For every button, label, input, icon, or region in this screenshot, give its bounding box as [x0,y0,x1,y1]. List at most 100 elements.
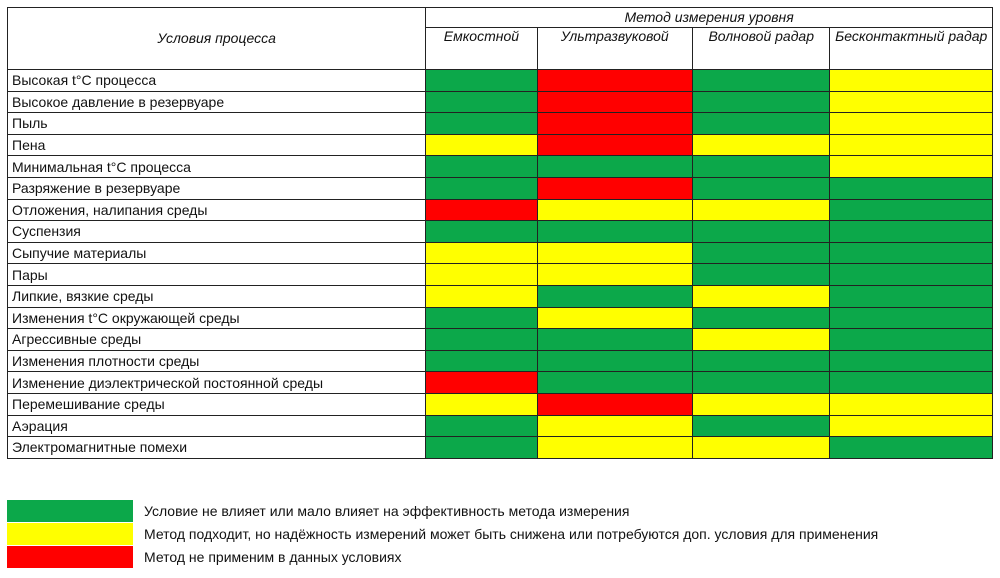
table-row: Суспензия [6,220,993,243]
rating-cell [536,112,694,135]
legend-swatch [7,523,133,545]
table-row: Перемешивание среды [6,392,993,416]
legend-swatch [7,546,133,568]
rating-cell [692,155,831,178]
table-row: Высокая t°C процесса [6,69,993,92]
table-row: Изменение диэлектрической постоянной сре… [6,371,993,394]
legend-item: Метод не применим в данных условиях [7,546,997,568]
condition-cell: Суспензия [6,220,427,243]
rating-cell [829,392,993,416]
rating-cell [692,69,831,92]
rating-cell [536,198,694,222]
rating-cell [692,392,831,416]
rating-cell [536,284,694,308]
legend-text: Условие не влияет или мало влияет на эфф… [144,503,630,519]
table-body: Высокая t°C процесса Высокое давление в р… [6,69,993,459]
table-row: Изменения t°C окружающей среды [6,306,993,330]
rating-cell [692,328,831,351]
table-row: Минимальная t°C процесса [6,155,993,178]
rating-cell [692,133,831,157]
condition-cell: Высокое давление в резервуаре [6,90,427,114]
rating-cell [536,263,694,286]
rating-cell [829,371,993,394]
table-row: Отложения, налипания среды [6,198,993,222]
rating-cell [425,371,538,394]
condition-cell: Изменения t°C окружающей среды [6,306,427,330]
rating-cell [692,371,831,394]
rating-cell [829,176,993,200]
rating-cell [536,241,694,265]
condition-cell: Липкие, вязкие среды [6,284,427,308]
condition-cell: Пыль [6,112,427,135]
rating-cell [829,436,993,459]
rating-cell [536,371,694,394]
method-header-capacitive: Емкостной [425,27,538,70]
rating-cell [425,133,538,157]
compatibility-table: Условия процесса Метод измерения уровня … [6,7,993,459]
rating-cell [536,306,694,330]
rating-cell [425,69,538,92]
rating-cell [692,349,831,373]
rating-cell [425,349,538,373]
rating-cell [692,306,831,330]
rating-cell [536,328,694,351]
conditions-header: Условия процесса [6,7,427,70]
rating-cell [829,112,993,135]
condition-cell: Пары [6,263,427,286]
method-group-header: Метод измерения уровня [425,7,993,28]
table-row: Высокое давление в резервуаре [6,90,993,114]
table-row: Электромагнитные помехи [6,436,993,459]
rating-cell [692,284,831,308]
rating-cell [536,176,694,200]
rating-cell [536,90,694,114]
rating-cell [692,176,831,200]
rating-cell [536,155,694,178]
method-header-ultrasonic: Ультразвуковой [536,27,694,70]
rating-cell [425,112,538,135]
table-row: Липкие, вязкие среды [6,284,993,308]
rating-cell [425,414,538,438]
rating-cell [425,328,538,351]
condition-cell: Изменения плотности среды [6,349,427,373]
table-row: Агрессивные среды [6,328,993,351]
rating-cell [692,198,831,222]
table-row: Пары [6,263,993,286]
rating-cell [536,133,694,157]
rating-cell [425,220,538,243]
method-header-noncontact-radar: Бесконтактный радар [829,27,993,70]
rating-cell [425,176,538,200]
rating-cell [425,155,538,178]
rating-cell [829,306,993,330]
legend-item: Условие не влияет или мало влияет на эфф… [7,500,997,522]
legend-text: Метод подходит, но надёжность измерений … [144,526,879,542]
rating-cell [692,241,831,265]
table-row: Разряжение в резервуаре [6,176,993,200]
rating-cell [829,328,993,351]
condition-cell: Изменение диэлектрической постоянной сре… [6,371,427,394]
rating-cell [692,263,831,286]
rating-cell [536,392,694,416]
rating-cell [425,284,538,308]
rating-cell [425,306,538,330]
table-row: Аэрация [6,414,993,438]
rating-cell [692,90,831,114]
rating-cell [536,349,694,373]
condition-cell: Сыпучие материалы [6,241,427,265]
method-header-guided-wave-radar: Волновой радар [692,27,831,70]
condition-cell: Агрессивные среды [6,328,427,351]
legend-text: Метод не применим в данных условиях [144,549,402,565]
legend-item: Метод подходит, но надёжность измерений … [7,523,997,545]
rating-cell [829,241,993,265]
condition-cell: Пена [6,133,427,157]
rating-cell [692,436,831,459]
condition-cell: Высокая t°C процесса [6,69,427,92]
rating-cell [425,198,538,222]
condition-cell: Разряжение в резервуаре [6,176,427,200]
rating-cell [536,436,694,459]
rating-cell [829,90,993,114]
rating-cell [829,133,993,157]
table-row: Сыпучие материалы [6,241,993,265]
rating-cell [829,155,993,178]
condition-cell: Минимальная t°C процесса [6,155,427,178]
rating-cell [692,112,831,135]
